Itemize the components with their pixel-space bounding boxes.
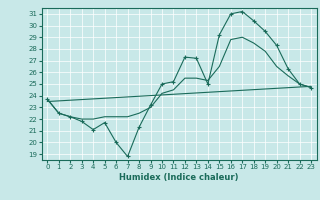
X-axis label: Humidex (Indice chaleur): Humidex (Indice chaleur): [119, 173, 239, 182]
